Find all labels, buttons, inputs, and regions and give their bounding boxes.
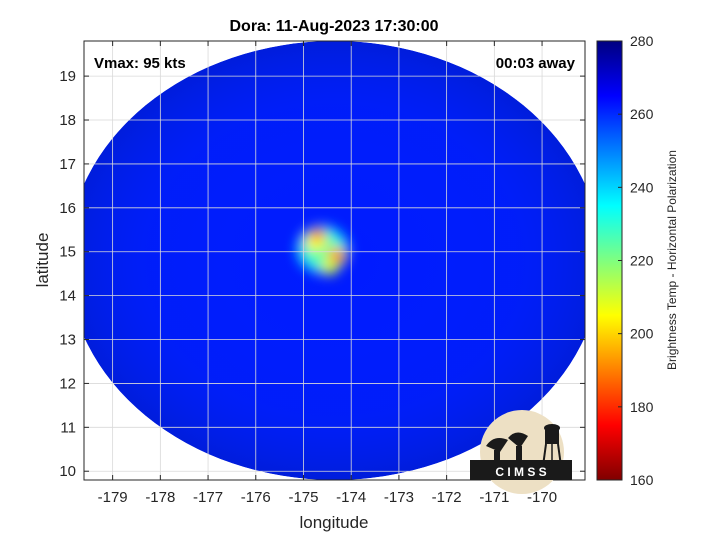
eye-feature-6 [321, 259, 339, 275]
y-tick-label: 16 [59, 200, 76, 217]
x-tick-label: -176 [241, 489, 271, 506]
x-tick-label: -177 [193, 489, 223, 506]
colorbar-tick-label: 180 [630, 399, 654, 415]
y-tick-label: 18 [59, 112, 76, 129]
y-tick-label: 14 [59, 288, 76, 305]
x-tick-label: -179 [98, 489, 128, 506]
x-tick-label: -178 [145, 489, 175, 506]
colorbar-label: Brightness Temp - Horizontal Polarizatio… [665, 150, 679, 370]
y-tick-label: 19 [59, 68, 76, 85]
colorbar-tick-label: 240 [630, 179, 654, 195]
away-annotation: 00:03 away [496, 55, 576, 72]
y-tick-label: 11 [60, 419, 76, 436]
y-tick-label: 10 [59, 463, 76, 480]
x-tick-label: -171 [479, 489, 509, 506]
colorbar-ticks: 160 180 200 220 240 260 280 [618, 33, 654, 488]
y-tick-label: 12 [59, 375, 76, 392]
colorbar-tick-label: 260 [630, 106, 654, 122]
y-axis: 10 11 12 13 14 15 16 17 18 19 [59, 68, 585, 480]
x-tick-label: -173 [384, 489, 414, 506]
cimss-logo: C I M S S [470, 410, 572, 494]
x-axis-label: longitude [299, 513, 368, 532]
cimss-logo-text: C I M S S [495, 465, 546, 479]
x-tick-label: -175 [288, 489, 318, 506]
colorbar-gradient [596, 40, 623, 481]
chart-title: Dora: 11-Aug-2023 17:30:00 [230, 18, 439, 35]
colorbar-tick-label: 160 [630, 472, 654, 488]
x-axis: -179 -178 -177 -176 -175 -174 -173 -172 -171 -170 [98, 41, 557, 506]
axes-frame [83, 40, 586, 481]
colorbar: 160 180 200 220 240 260 280 Brightness Temp - … [596, 33, 679, 488]
colorbar-tick-label: 280 [630, 33, 654, 49]
vmax-annotation: Vmax: 95 kts [94, 55, 186, 72]
x-tick-label: -170 [527, 489, 557, 506]
colorbar-tick-label: 200 [630, 326, 654, 342]
x-tick-label: -174 [336, 489, 366, 506]
y-tick-label: 13 [59, 332, 76, 349]
eye-feature-5 [331, 250, 343, 262]
colorbar-tick-label: 220 [630, 253, 654, 269]
eye-feature-3 [311, 228, 325, 241]
y-axis-label: latitude [33, 233, 52, 288]
swath-layer [84, 41, 585, 480]
y-tick-label: 17 [59, 156, 76, 173]
x-tick-label: -172 [432, 489, 462, 506]
y-tick-label: 15 [59, 244, 76, 261]
